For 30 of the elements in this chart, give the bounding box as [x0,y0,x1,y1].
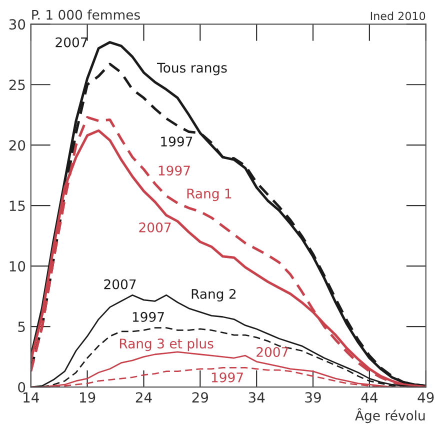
x-tick-label: 24 [136,392,152,402]
annotation: 1997 [132,312,164,322]
y-axis-title: P. 1 000 femmes [32,10,140,20]
text: Ined 2010 [370,12,426,20]
annotation: Rang 1 [187,188,232,202]
y-tick-label: 20 [9,140,26,151]
y-tick-label: 10 [10,261,26,272]
annotation: Tous rangs [157,62,227,76]
y-tick-label: 30 [9,19,26,30]
x-tick-label: 14 [24,392,39,402]
x-tick-label: 29 [192,392,208,403]
x-tick-label: 39 [305,392,321,403]
y-tick-label: 5 [18,322,25,332]
annotation: Rang 3 et plus [120,338,214,352]
x-tick-label: 19 [80,392,96,403]
annotation: 1997 [158,166,190,176]
annotation: 2007 [56,37,88,48]
y-tick-label: 25 [9,80,25,90]
y-tick-label: 15 [10,200,25,212]
x-tick-label: 34 [248,392,265,403]
annotation: 2007 [139,222,171,232]
x-tick-label: 44 [361,392,378,402]
annotation: 1997 [212,372,243,382]
annotation: 1997 [161,136,192,147]
y-tick-label: 0 [18,382,26,393]
annotation: 2007 [104,279,136,290]
x-tick-label: 49 [418,392,434,403]
annotation: Rang 2 [192,288,236,302]
x-axis-title: Âge révolu [355,408,425,424]
annotation: 2007 [256,347,288,357]
